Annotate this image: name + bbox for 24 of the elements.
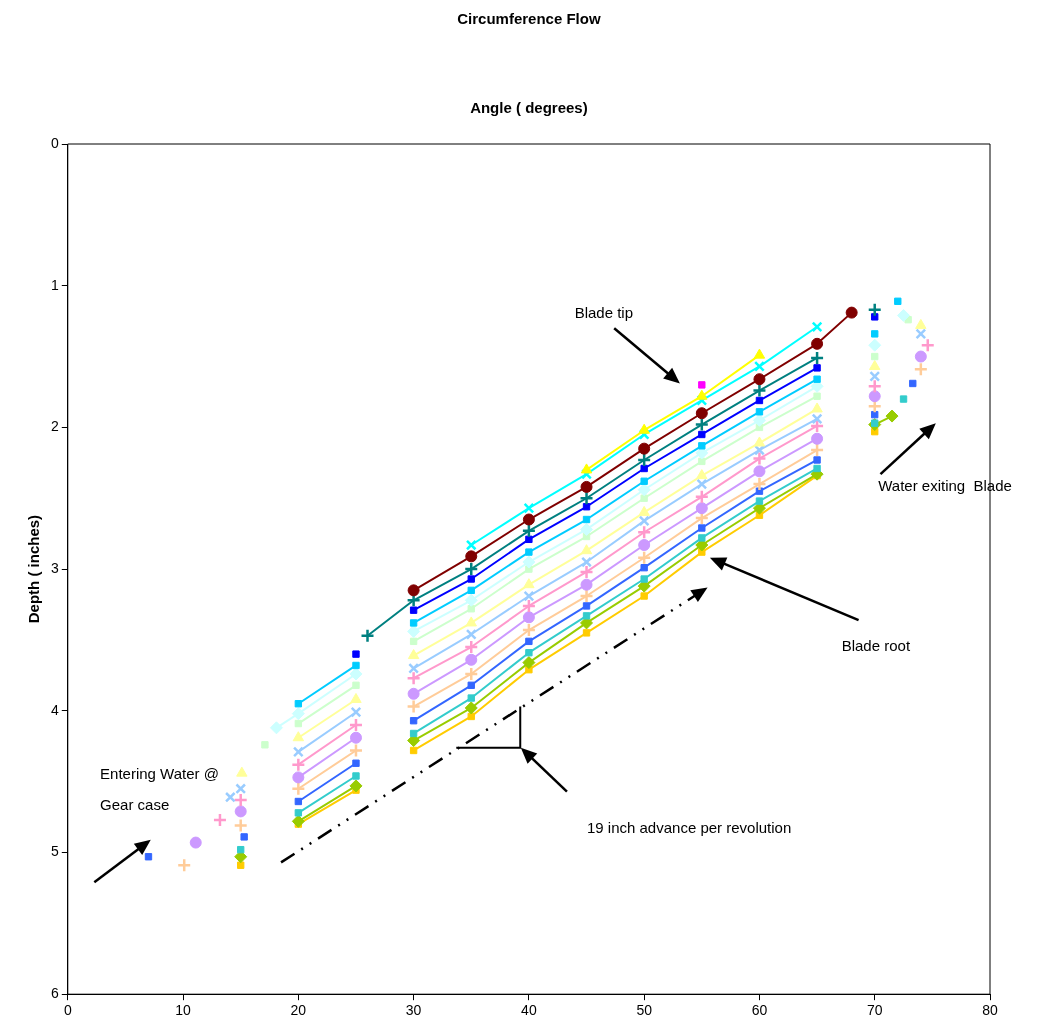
y-tick-label: 0	[50, 134, 59, 151]
x-tick-label: 40	[521, 1002, 537, 1019]
y-tick-label: 4	[50, 701, 59, 718]
annotation: Entering Water @ Gear case	[100, 764, 219, 813]
x-tick-label: 60	[751, 1002, 768, 1019]
x-tick-label: 80	[982, 1002, 998, 1019]
y-tick-label: 2	[50, 418, 59, 435]
x-tick-label: 20	[290, 1002, 307, 1019]
x-tick-label: 10	[175, 1002, 192, 1019]
annotation: Blade tip	[574, 304, 634, 322]
x-tick-label: 30	[405, 1002, 422, 1019]
annotation: Blade root	[841, 637, 911, 655]
y-tick-label: 5	[50, 843, 59, 860]
x-tick-label: 70	[866, 1002, 883, 1019]
y-axis-title: Depth ( inches)	[25, 514, 43, 624]
annotation: 19 inch advance per revolution	[586, 818, 792, 836]
y-tick-label: 6	[50, 985, 59, 1002]
annotation: Water exiting Blade	[878, 477, 1012, 495]
y-tick-label: 1	[50, 276, 59, 293]
x-tick-label: 0	[63, 1002, 72, 1019]
x-axis-title: Angle ( degrees)	[470, 99, 588, 117]
x-tick-label: 50	[636, 1002, 653, 1019]
y-tick-label: 3	[50, 559, 59, 576]
chart-title: Circumference Flow	[457, 10, 601, 28]
